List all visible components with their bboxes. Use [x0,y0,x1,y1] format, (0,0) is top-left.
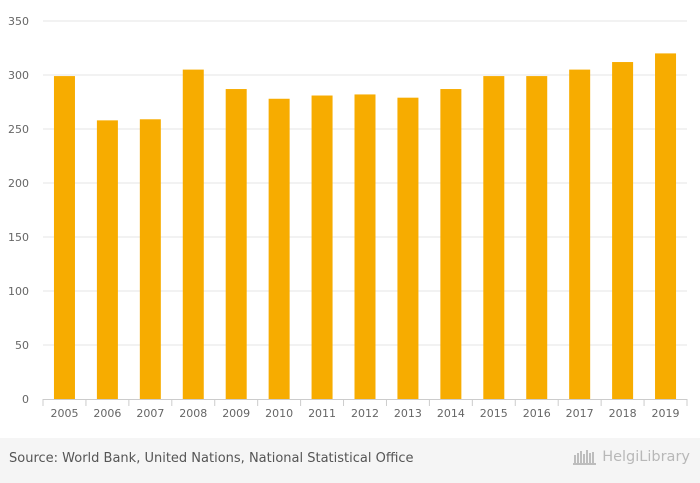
bar-2013 [397,97,419,400]
y-tick-label: 350 [8,15,29,28]
x-tick-label: 2015 [480,407,508,420]
bar-2007 [139,119,161,399]
y-tick-label: 50 [15,339,29,352]
y-tick-label: 100 [8,285,29,298]
bar-2015 [483,76,505,399]
bar-2016 [526,76,548,399]
bar-2019 [655,53,677,400]
brand-logo: HelgiLibrary [573,448,690,466]
source-note: Source: World Bank, United Nations, Nati… [9,451,414,466]
bar-2014 [440,89,462,399]
x-tick-label: 2009 [222,407,250,420]
x-tick-label: 2014 [437,407,465,420]
x-tick-label: 2006 [93,407,121,420]
x-tick-label: 2008 [179,407,207,420]
x-tick-label: 2007 [136,407,164,420]
x-tick-label: 2012 [351,407,379,420]
bar-2018 [612,62,634,399]
x-tick-label: 2005 [50,407,78,420]
y-tick-label: 300 [8,69,29,82]
y-axis-ticks: 0 50 100 150 200 250 300 350 [8,15,29,406]
x-tick-label: 2018 [609,407,637,420]
x-axis: 2005 2006 2007 2008 2009 2010 2011 2012 2013 2014… [42,399,688,420]
x-tick-label: 2011 [308,407,336,420]
bars [53,53,677,400]
y-tick-label: 150 [8,231,29,244]
bar-2011 [311,95,333,400]
library-bookshelf-icon [573,450,597,465]
bar-2017 [569,69,591,399]
bar-2009 [225,89,247,399]
bar-2010 [268,98,290,399]
x-tick-label: 2016 [523,407,551,420]
bar-2008 [182,69,204,399]
x-tick-label: 2013 [394,407,422,420]
x-tick-label: 2010 [265,407,293,420]
y-tick-label: 200 [8,177,29,190]
brand-name: HelgiLibrary [602,449,690,465]
bar-2012 [354,94,376,399]
bar-2006 [96,120,118,400]
y-tick-label: 0 [22,393,29,406]
y-tick-label: 250 [8,123,29,136]
x-tick-label: 2017 [566,407,594,420]
bar-2005 [53,76,75,399]
x-tick-label: 2019 [652,407,680,420]
